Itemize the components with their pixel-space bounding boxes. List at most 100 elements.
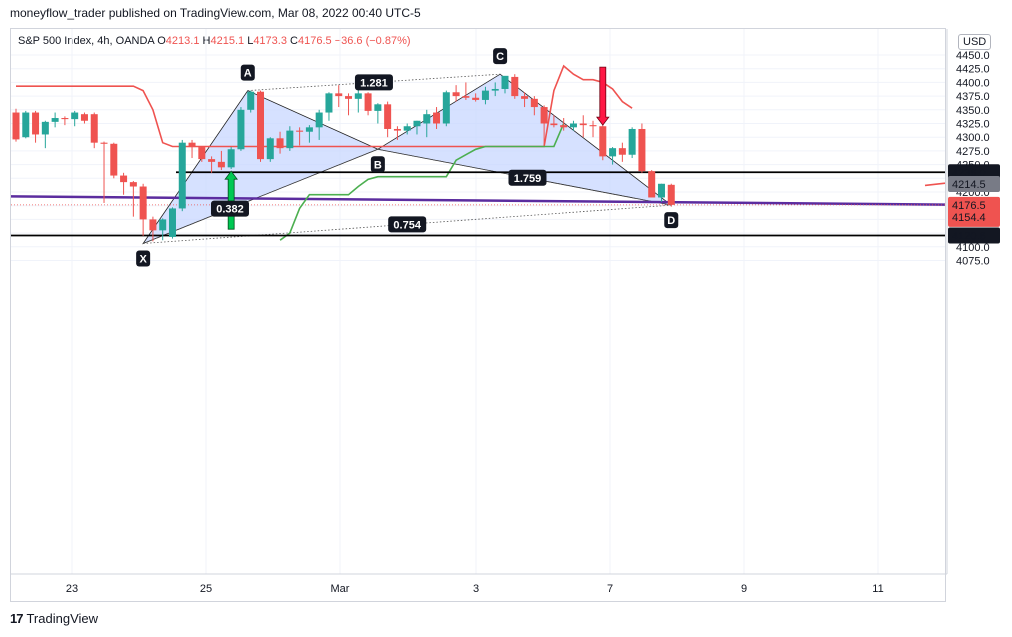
candle-body [657,183,665,198]
price-badge [948,176,1000,193]
candle-body [188,142,196,148]
candle-body [345,96,353,99]
ratio-label: 0.382 [216,204,244,216]
candle-body [12,112,20,140]
open-value: 4213.1 [165,35,200,47]
candle-body [354,93,362,99]
x-tick-label: 9 [741,583,747,595]
candle-body [51,118,59,122]
candle-body [628,128,636,155]
y-tick-label: 4300.0 [956,132,990,144]
candle-body [41,121,49,135]
chart-frame [10,28,946,602]
candle-body [325,93,333,113]
x-tick-label: 7 [607,583,613,595]
symbol-name: S&P 500 Index, 4h, OANDA [18,35,155,47]
brand-name: TradingView [26,611,99,626]
pattern-ratio-connector [143,204,672,244]
ratio-badge [388,216,427,233]
candle-body [159,219,167,231]
candle-body [237,109,245,150]
lower-band-line [279,123,565,241]
x-tick-label: 11 [872,583,883,595]
band-extension-line [924,182,946,187]
candle-body [550,123,558,126]
ratio-label: 0.754 [393,219,421,231]
candle-body [120,175,128,183]
candle-body [266,138,274,160]
pivot-badge [136,250,151,267]
candle-body [589,125,597,127]
candle-body [648,171,656,198]
candle-body [22,112,30,138]
ratio-badge [354,74,393,91]
change-value: −36.6 (−0.87%) [334,35,411,47]
pivot-badge [493,48,508,65]
candle-body [364,93,372,111]
x-tick-label: 3 [473,583,479,595]
candle-body [178,142,186,209]
candle-body [579,123,587,126]
tradingview-logo-icon: 17 [10,611,24,626]
candle-body [208,159,216,162]
candle-body [80,114,88,121]
open-label: O [157,35,166,47]
symbol-legend: S&P 500 Index, 4h, OANDA O4213.1 H4215.1… [18,35,411,47]
candle-body [110,143,118,176]
pivot-label-b: B [374,159,382,171]
candle-body [257,91,264,160]
pivot-label-c: C [496,51,504,63]
candle-body [100,142,108,144]
pattern-ratio-connector [142,148,379,244]
ratio-badge [210,200,249,217]
y-tick-label: 4400.0 [956,77,990,89]
y-tick-label: 4275.0 [956,146,990,158]
y-tick-label: 4075.0 [956,256,990,268]
pivot-label-x: X [139,254,147,266]
candle-body [462,96,470,98]
candle-body [305,127,313,132]
candle-body [149,219,157,231]
price-badge-label: 4176.5 [952,200,986,212]
pattern-ratio-connector [377,148,672,206]
candle-body [413,120,421,127]
candle-body [384,104,392,129]
footer-brand: 17 TradingView [10,611,98,626]
candle-body [198,147,206,160]
candle-body [501,75,509,89]
candle-body [335,93,343,97]
pivot-badge [370,156,385,173]
x-tick-label: Mar [331,583,350,595]
candle-body [433,112,441,124]
candle-body [227,149,235,168]
candle-body [71,112,79,120]
close-value: 4176.5 [297,35,332,47]
ratio-label: 1.281 [360,77,388,89]
sell-arrow-icon [596,66,610,126]
candle-body [32,112,40,135]
pivot-label-d: D [667,215,675,227]
candle-body [296,130,304,132]
y-tick-label: 4100.0 [956,242,990,254]
x-tick-label: 25 [200,583,212,595]
candle-body [511,76,519,97]
price-badge-label: 4214.5 [952,179,986,191]
level-price-badge [948,227,1000,244]
candle-body [472,97,480,100]
candle-body [667,184,675,205]
candle-body [560,125,568,128]
candle-body [286,130,294,149]
x-tick-label: 23 [66,583,78,595]
currency-button[interactable]: USD [958,34,992,50]
high-value: 4215.1 [210,35,245,47]
candle-body [521,96,529,99]
pivot-label-a: A [244,68,252,80]
candle-body [423,114,431,124]
y-tick-label: 4450.0 [956,50,990,62]
trendline [10,195,946,206]
published-header: moneyflow_trader published on TradingVie… [10,6,421,20]
candle-body [315,112,323,128]
candle-body [247,91,255,110]
candle-body [217,161,225,168]
